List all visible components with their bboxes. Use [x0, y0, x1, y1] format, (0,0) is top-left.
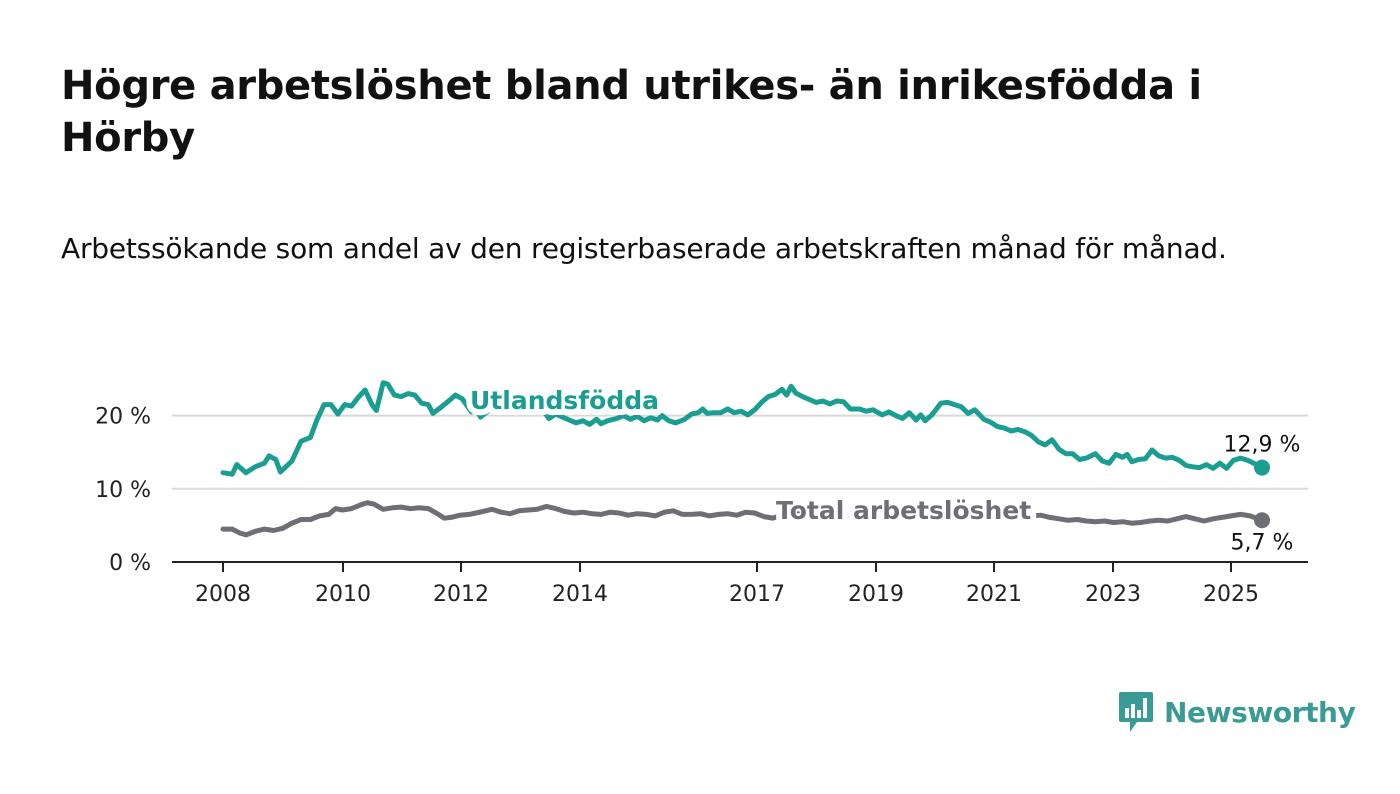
- x-tick-label: 2017: [729, 582, 785, 607]
- brand-name: Newsworthy: [1164, 695, 1356, 729]
- end-value-label: 5,7 %: [1231, 530, 1294, 555]
- y-axis-ticks: 0 % 10 % 20 %: [95, 405, 151, 576]
- newsworthy-logo-icon: [1119, 692, 1153, 732]
- chart-subtitle: Arbetssökande som andel av den registerb…: [61, 232, 1227, 265]
- series-label-halo: Utlandsfödda: [470, 386, 659, 415]
- y-tick-label: 10 %: [95, 478, 151, 503]
- x-tick-label: 2021: [966, 582, 1022, 607]
- y-tick-label: 20 %: [95, 405, 151, 430]
- series-line-total: [220, 500, 1265, 538]
- x-tick-label: 2012: [433, 582, 489, 607]
- series-lines: [220, 380, 1270, 538]
- end-value-label: 12,9 %: [1224, 433, 1301, 458]
- series-end-point: [1254, 459, 1270, 476]
- chart-title: Högre arbetslöshet bland utrikes- än inr…: [61, 63, 1202, 161]
- newsworthy-logo: Newsworthy: [1118, 690, 1356, 734]
- series-label-halo: Total arbetslöshet: [776, 496, 1031, 525]
- x-tick-label: 2023: [1085, 582, 1141, 607]
- series-label: Total arbetslöshet: [776, 496, 1031, 525]
- series-label: Utlandsfödda: [470, 386, 659, 415]
- series-end-point: [1254, 512, 1270, 529]
- x-axis: 2008 2010 2012 2014 2017 2019 2021 2023 2025: [172, 561, 1308, 607]
- x-tick-label: 2014: [552, 582, 608, 607]
- x-tick-label: 2019: [848, 582, 904, 607]
- series-line-utlandsfodda: [220, 380, 1265, 477]
- x-tick-label: 2008: [195, 582, 251, 607]
- x-tick-label: 2010: [315, 582, 371, 607]
- gridlines: [172, 414, 1308, 490]
- y-tick-label: 0 %: [109, 551, 151, 576]
- x-tick-label: 2025: [1203, 582, 1259, 607]
